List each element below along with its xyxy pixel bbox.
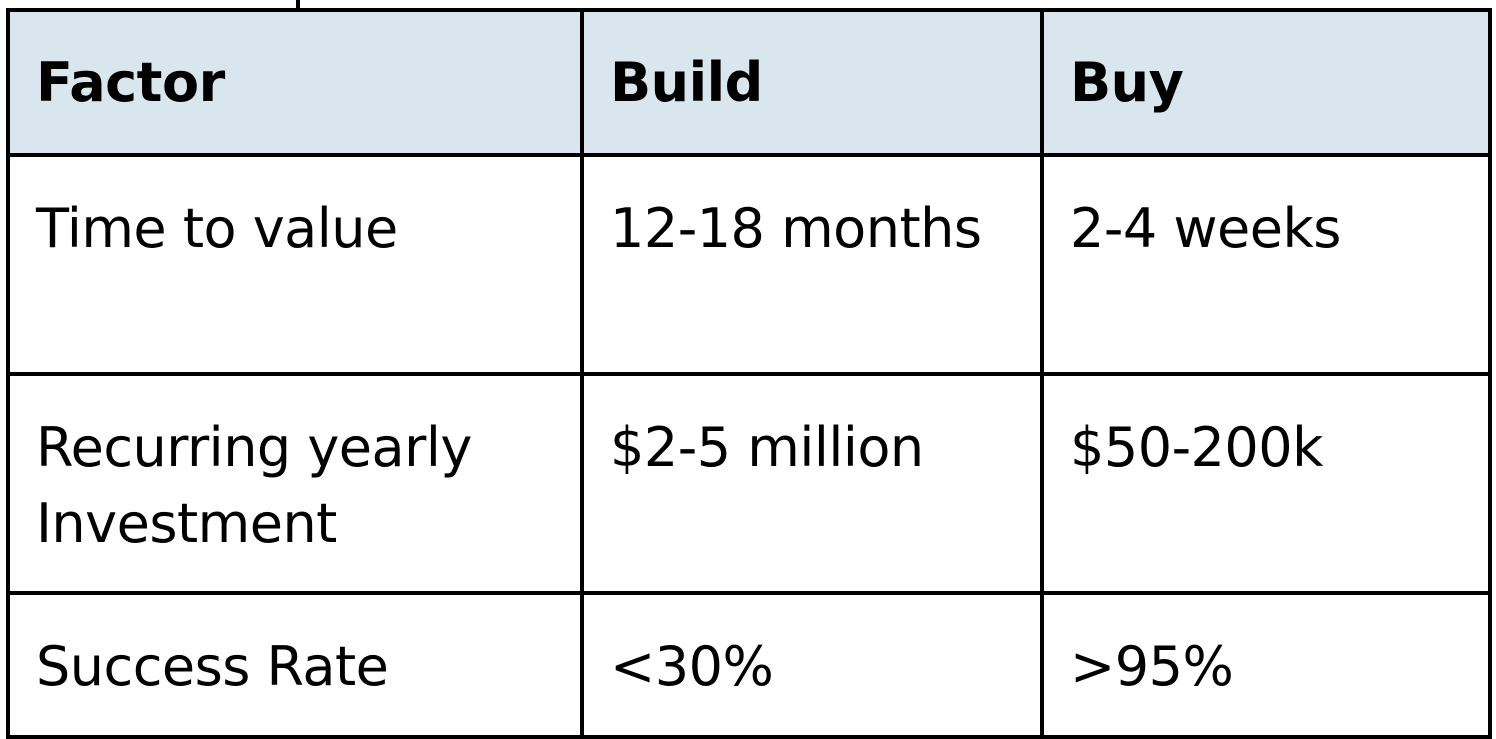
header-build: Build: [580, 8, 1044, 157]
header-buy: Buy: [1040, 8, 1492, 157]
build-vs-buy-table: Factor Build Buy Time to value 12-18 mon…: [6, 8, 1492, 739]
build-cell: <30%: [580, 591, 1044, 739]
table-header-row: Factor Build Buy: [6, 8, 1492, 157]
buy-cell: 2-4 weeks: [1040, 153, 1492, 376]
top-edge-line: [296, 0, 300, 10]
table-row: Recurring yearly Investment $2-5 million…: [6, 372, 1492, 595]
table-row: Time to value 12-18 months 2-4 weeks: [6, 153, 1492, 376]
table-row: Success Rate <30% >95%: [6, 591, 1492, 739]
factor-cell: Time to value: [6, 153, 584, 376]
build-cell: $2-5 million: [580, 372, 1044, 595]
buy-cell: >95%: [1040, 591, 1492, 739]
factor-cell: Success Rate: [6, 591, 584, 739]
build-cell: 12-18 months: [580, 153, 1044, 376]
header-factor: Factor: [6, 8, 584, 157]
buy-cell: $50-200k: [1040, 372, 1492, 595]
factor-cell: Recurring yearly Investment: [6, 372, 584, 595]
